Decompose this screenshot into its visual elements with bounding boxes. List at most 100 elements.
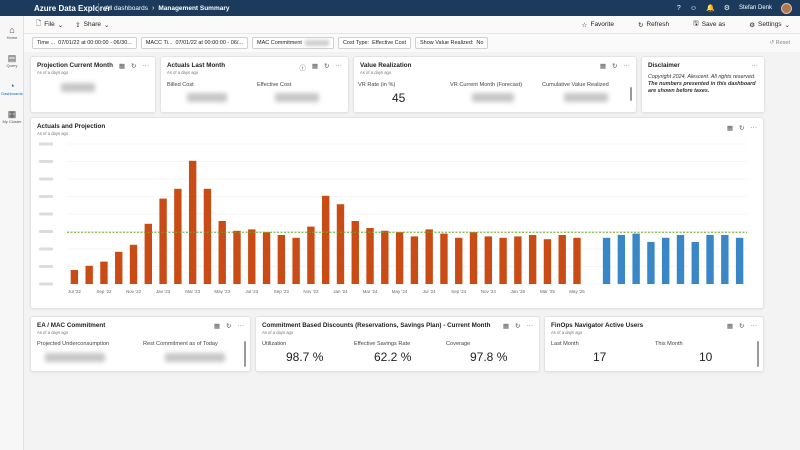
y-tick-label xyxy=(39,247,53,251)
table-icon[interactable]: ▦ xyxy=(311,63,319,70)
y-tick-label xyxy=(39,195,53,198)
avatar[interactable] xyxy=(781,2,792,14)
gear-icon[interactable]: ⚙ xyxy=(723,5,730,12)
refresh-icon[interactable]: ↻ xyxy=(324,63,330,70)
actual-bar xyxy=(469,232,478,284)
breadcrumb-current: Management Summary xyxy=(158,4,230,12)
card-subtitle: As of a days ago xyxy=(37,70,69,75)
sidebar-item-dashboards[interactable]: ◔ Dashboards xyxy=(0,76,24,100)
time-filter[interactable]: Time ... 07/01/22 at 00:00:00 - 06/30... xyxy=(32,37,137,49)
save-as-button[interactable]: 🖫 Save as xyxy=(693,19,725,30)
refresh-icon[interactable]: ↻ xyxy=(739,323,745,330)
sidebar-item-home[interactable]: ⌂ Home xyxy=(0,20,24,44)
sidebar-item-query[interactable]: ▤ Query xyxy=(0,48,24,72)
more-icon[interactable]: ··· xyxy=(623,62,631,69)
sidebar-item-cluster[interactable]: ▦ My Cluster xyxy=(0,104,24,128)
refresh-icon[interactable]: ↻ xyxy=(515,323,521,330)
macc-time-filter[interactable]: MACC Ti... 07/01/22 at 00:00:00 - 06/... xyxy=(140,37,249,49)
x-tick-label: Nov '24 xyxy=(481,289,497,294)
refresh-button[interactable]: ↻ Refresh xyxy=(638,19,669,30)
actual-bar xyxy=(381,230,389,284)
more-icon[interactable]: ··· xyxy=(142,62,150,69)
table-icon[interactable]: ▦ xyxy=(118,63,126,70)
share-menu-button[interactable]: ⇪ Share ⌄ xyxy=(75,21,109,29)
show-value-filter[interactable]: Show Value Realized: No xyxy=(415,37,489,49)
refresh-icon[interactable]: ↻ xyxy=(131,63,137,70)
billed-cost-label: Billed Cost xyxy=(167,82,194,88)
projection-bar xyxy=(706,235,714,284)
table-icon[interactable]: ▦ xyxy=(726,323,734,330)
reset-button[interactable]: ↺ Reset xyxy=(769,40,800,46)
refresh-icon[interactable]: ↻ xyxy=(739,125,745,132)
actual-bar xyxy=(499,237,507,284)
settings-button[interactable]: ⚙ Settings ⌄ xyxy=(749,19,790,30)
disclaimer-text: Copyright 2024, Alescent. All rights res… xyxy=(648,74,758,95)
scrollbar[interactable] xyxy=(757,341,759,367)
actual-bar xyxy=(322,195,330,284)
more-icon[interactable]: ··· xyxy=(750,124,758,131)
scrollbar[interactable] xyxy=(630,87,632,101)
refresh-icon[interactable]: ↻ xyxy=(226,323,232,330)
favorite-button[interactable]: ☆ Favorite xyxy=(582,19,614,30)
more-icon[interactable]: ··· xyxy=(526,322,534,329)
actual-bar xyxy=(248,229,256,284)
sidebar-item-label: Dashboards xyxy=(1,90,23,96)
projection-bar xyxy=(632,233,640,284)
actual-bar xyxy=(159,198,167,284)
coverage-value: 97.8 % xyxy=(470,350,508,364)
app-name[interactable]: Azure Data Explorer xyxy=(34,3,111,13)
redacted-value xyxy=(564,93,608,102)
breadcrumb-root[interactable]: All dashboards xyxy=(105,4,148,12)
feedback-icon[interactable]: ☺ xyxy=(689,4,697,12)
x-tick-label: Jan '23 xyxy=(156,289,171,294)
redacted-value xyxy=(61,83,95,92)
mac-commitment-filter[interactable]: MAC Commitment xyxy=(252,37,334,49)
savings-rate-label: Effective Savings Rate xyxy=(354,341,411,347)
actual-bar xyxy=(351,221,359,284)
cost-type-filter[interactable]: Cost Type: Effective Cost xyxy=(337,37,411,49)
actual-bar xyxy=(233,230,241,284)
cost-type-label: Cost Type: xyxy=(342,40,370,46)
actual-bar xyxy=(395,232,404,284)
info-icon[interactable]: ⓘ xyxy=(299,65,306,72)
more-icon[interactable]: ··· xyxy=(237,322,245,329)
projection-bar xyxy=(662,237,670,284)
table-icon[interactable]: ▦ xyxy=(502,323,510,330)
table-icon[interactable]: ▦ xyxy=(726,125,734,132)
dashboard-icon: ◔ xyxy=(9,80,15,91)
utilization-value: 98.7 % xyxy=(286,350,324,364)
actual-bar xyxy=(307,226,315,284)
cluster-icon: ▦ xyxy=(7,108,17,119)
card-subtitle: As of a days ago xyxy=(262,330,294,335)
vr-current-label: VR Current Month (Forecast) xyxy=(450,82,523,88)
more-icon[interactable]: ··· xyxy=(750,322,758,329)
more-icon[interactable]: ··· xyxy=(335,62,343,69)
actual-bar xyxy=(366,228,374,284)
query-icon: ▤ xyxy=(7,52,17,63)
file-menu-button[interactable]: 🗋 File ⌄ xyxy=(36,19,63,30)
this-month-label: This Month xyxy=(655,341,683,347)
y-tick-label xyxy=(39,142,53,146)
reset-label: Reset xyxy=(775,40,790,46)
table-icon[interactable]: ▦ xyxy=(213,323,221,330)
x-tick-label: Sep '24 xyxy=(451,289,467,294)
card-subtitle: As of a days ago xyxy=(37,131,69,136)
file-label: File xyxy=(44,21,55,28)
more-icon[interactable]: ··· xyxy=(751,62,759,69)
scrollbar[interactable] xyxy=(244,341,246,367)
actual-bar xyxy=(218,221,226,284)
y-tick-label xyxy=(39,282,53,286)
vr-rate-value: 45 xyxy=(392,91,406,105)
x-tick-label: May '23 xyxy=(214,289,230,294)
refresh-icon[interactable]: ↻ xyxy=(612,63,618,70)
actual-bar xyxy=(262,232,271,284)
time-filter-label: Time ... xyxy=(37,40,56,46)
help-icon[interactable]: ? xyxy=(676,4,681,12)
redacted-value xyxy=(45,353,105,362)
user-name[interactable]: Stefan Denk xyxy=(738,5,772,11)
star-icon: ☆ xyxy=(581,21,588,29)
notification-icon[interactable]: 🔔 xyxy=(705,5,715,12)
actual-bar xyxy=(144,223,152,284)
commitment-discounts-card: Commitment Based Discounts (Reservations… xyxy=(255,316,540,372)
table-icon[interactable]: ▦ xyxy=(599,63,607,70)
